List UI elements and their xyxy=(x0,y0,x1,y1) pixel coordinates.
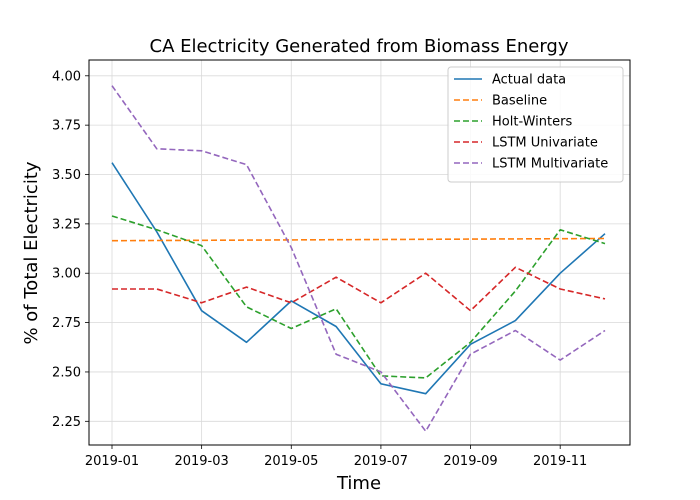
legend-label: LSTM Multivariate xyxy=(492,157,608,172)
y-tick-label: 3.50 xyxy=(52,168,81,183)
y-tick-label: 4.00 xyxy=(52,69,81,84)
y-tick-label: 2.50 xyxy=(52,365,81,380)
y-axis-title: % of Total Electricity xyxy=(21,161,42,344)
y-tick-label: 3.00 xyxy=(52,267,81,282)
legend-label: Actual data xyxy=(492,73,566,88)
legend-label: LSTM Univariate xyxy=(492,136,598,151)
series-line-holt-winters xyxy=(111,215,606,379)
plot-frame xyxy=(88,59,631,446)
series-line-actual-data xyxy=(111,162,606,395)
y-tick-label: 2.25 xyxy=(52,415,81,430)
y-tick-label: 2.75 xyxy=(52,316,81,331)
legend-label: Baseline xyxy=(492,94,547,109)
x-tick-label: 2019-09 xyxy=(443,454,497,469)
series-line-lstm-multivariate xyxy=(111,85,606,433)
y-tick-label: 3.25 xyxy=(52,217,81,232)
legend-box xyxy=(447,66,624,183)
x-tick-label: 2019-03 xyxy=(174,454,228,469)
y-tick-label: 3.75 xyxy=(52,119,81,134)
legend-label: Holt-Winters xyxy=(492,115,572,130)
legend: Actual data Baseline Holt-Winters LSTM Univ… xyxy=(447,66,624,183)
series-lines xyxy=(111,85,606,433)
x-tick-label: 2019-05 xyxy=(264,454,318,469)
series-line-lstm-univariate xyxy=(112,266,606,312)
x-axis-title: Time xyxy=(336,473,381,494)
chart-title: CA Electricity Generated from Biomass En… xyxy=(150,36,569,57)
ticks: 2019-01 2019-03 2019-05 2019-07 2019-09 2019-… xyxy=(52,69,587,469)
x-tick-label: 2019-11 xyxy=(533,454,587,469)
x-tick-label: 2019-01 xyxy=(85,454,139,469)
series-line-baseline xyxy=(111,237,606,242)
x-tick-label: 2019-07 xyxy=(354,454,408,469)
